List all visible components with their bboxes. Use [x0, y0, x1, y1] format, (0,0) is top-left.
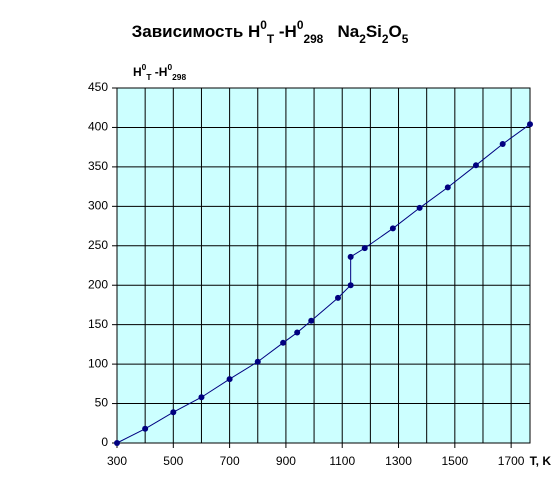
data-point — [499, 141, 506, 148]
y-tick-label: 350 — [88, 159, 108, 173]
data-point — [198, 394, 205, 401]
text-run: -H — [274, 22, 297, 41]
plot-area — [116, 87, 531, 444]
data-point — [347, 253, 354, 260]
data-point — [308, 317, 315, 324]
data-point — [347, 282, 354, 289]
y-tick-label: 300 — [88, 199, 108, 213]
data-point — [170, 409, 177, 416]
data-point — [334, 294, 341, 301]
x-axis-label: T, K — [530, 454, 552, 468]
text-run: T — [267, 32, 275, 46]
x-tick-label: 900 — [276, 454, 296, 468]
data-point — [389, 225, 396, 232]
text-run: -H — [151, 65, 167, 79]
text-run: 5 — [402, 32, 409, 46]
y-tick-label: 450 — [88, 80, 108, 94]
data-point — [226, 376, 233, 383]
y-tick-label: 0 — [101, 435, 108, 449]
data-point — [472, 162, 479, 169]
y-tick-label: 200 — [88, 277, 108, 291]
text-run: Зависимость H — [132, 22, 261, 41]
text-run: 0 — [260, 18, 267, 32]
data-point — [361, 245, 368, 252]
data-point — [294, 329, 301, 336]
text-run: 0 — [297, 18, 304, 32]
text-run: Si — [366, 22, 382, 41]
x-tick-label: 1500 — [441, 454, 468, 468]
data-point — [527, 121, 533, 128]
x-tick-label: 700 — [220, 454, 240, 468]
x-tick-label: 1700 — [498, 454, 525, 468]
text-run: 2 — [359, 32, 366, 46]
y-tick-label: 150 — [88, 317, 108, 331]
data-point — [114, 440, 120, 446]
data-point — [142, 425, 149, 432]
text-run: 2 — [382, 32, 389, 46]
y-tick-label: 50 — [95, 396, 109, 410]
data-point — [280, 339, 287, 346]
y-tick-label: 100 — [88, 356, 108, 370]
y-axis-label: H0T -H0298 — [133, 62, 186, 82]
x-tick-label: 1100 — [329, 454, 355, 468]
text-run: 0 — [167, 62, 172, 72]
y-tick-label: 250 — [88, 238, 108, 252]
text-run: Na — [323, 22, 359, 41]
text-run: H — [133, 65, 142, 79]
text-run: T — [146, 72, 152, 82]
text-run: 0 — [142, 62, 147, 72]
y-tick-label: 400 — [88, 120, 108, 134]
x-tick-label: 1300 — [385, 454, 412, 468]
data-point — [416, 204, 423, 211]
chart-title: Зависимость H0T -H0298 Na2Si2O5 — [132, 18, 409, 46]
data-point — [254, 358, 261, 365]
text-run: O — [389, 22, 402, 41]
text-run: 298 — [172, 72, 186, 82]
x-tick-label: 300 — [107, 454, 127, 468]
data-point — [444, 184, 451, 191]
x-tick-label: 500 — [163, 454, 183, 468]
text-run: 298 — [303, 32, 323, 46]
